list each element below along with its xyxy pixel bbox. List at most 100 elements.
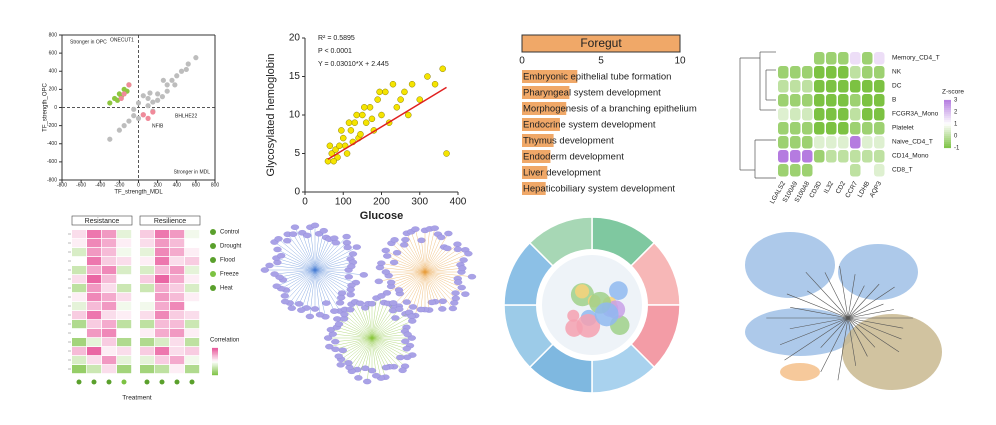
y-tick-label: 15 — [289, 71, 301, 82]
network-node — [453, 241, 462, 248]
clade — [745, 232, 835, 298]
network-edge — [302, 232, 316, 271]
network-edge — [406, 271, 426, 303]
cell — [790, 108, 801, 121]
cell — [155, 347, 170, 356]
cell — [838, 94, 849, 107]
cell — [102, 230, 117, 239]
treatment-icon — [76, 379, 82, 385]
point — [389, 80, 397, 88]
cell — [170, 347, 185, 356]
point — [376, 88, 383, 96]
cell — [874, 136, 885, 149]
network-edge — [404, 244, 426, 273]
cell — [170, 302, 185, 311]
network-edge — [371, 303, 389, 339]
point — [178, 68, 185, 74]
cell — [155, 293, 170, 302]
cell — [185, 356, 200, 365]
cell — [140, 230, 155, 239]
colorbar — [212, 351, 218, 354]
network-node — [383, 253, 392, 259]
network-edge — [274, 269, 316, 275]
x-tick-label: 600 — [192, 182, 201, 188]
network-edge — [314, 242, 337, 271]
point — [131, 106, 137, 112]
y-axis-label: TF_strength_OPC — [43, 82, 49, 131]
cell — [102, 239, 117, 248]
network-node — [394, 287, 404, 293]
network-edge — [398, 271, 426, 307]
cell — [826, 108, 837, 121]
cell — [874, 52, 885, 65]
cell — [72, 284, 87, 293]
network-edge — [424, 264, 461, 273]
network-edge — [337, 318, 373, 339]
colorbar — [944, 131, 951, 135]
network-node — [325, 343, 334, 350]
network-edge — [314, 269, 341, 312]
network-edge — [405, 271, 426, 314]
cell — [185, 293, 200, 302]
tree-branch — [847, 317, 868, 357]
cell — [117, 248, 132, 257]
network-edge — [314, 269, 364, 276]
cell — [102, 266, 117, 275]
network-node — [342, 233, 351, 240]
point — [431, 80, 439, 88]
colorbar — [212, 369, 218, 372]
network-edge — [293, 234, 316, 271]
tree-branch — [847, 317, 876, 348]
network-edge — [424, 271, 436, 302]
network-node — [280, 293, 289, 299]
cell — [140, 356, 155, 365]
network-node — [354, 375, 363, 381]
network-node — [346, 291, 355, 298]
cell — [170, 320, 185, 329]
tree-branch — [839, 266, 849, 319]
point — [334, 154, 341, 161]
bar — [522, 134, 554, 147]
colorbar — [212, 362, 218, 365]
point — [145, 103, 151, 109]
cell — [102, 311, 117, 320]
network-edge — [332, 333, 373, 339]
point — [393, 104, 401, 111]
colorbar — [212, 355, 218, 358]
network-edge — [277, 249, 316, 271]
cell — [87, 293, 102, 302]
cell — [862, 150, 873, 163]
network-edge — [284, 269, 316, 296]
cell — [814, 150, 825, 163]
cell — [850, 150, 861, 163]
network-node — [315, 311, 325, 318]
network-node — [280, 298, 290, 305]
network-node — [427, 299, 436, 306]
network-edge — [307, 235, 316, 271]
cell — [102, 338, 117, 347]
colorbar — [212, 350, 218, 353]
colorbar — [944, 123, 951, 127]
treatment-icon — [159, 379, 165, 385]
network-edge — [329, 337, 373, 347]
bar-label: Endoderm development — [523, 152, 624, 163]
network-edge — [278, 238, 316, 271]
x-tick-label: 100 — [335, 197, 352, 208]
cell — [802, 150, 813, 163]
cell — [850, 122, 861, 135]
network-node — [461, 291, 470, 297]
cell — [117, 266, 132, 275]
tree-branch — [784, 317, 849, 361]
network-edge — [371, 337, 406, 367]
colorbar-title: Correlation — [210, 338, 239, 344]
network-node — [265, 262, 274, 269]
network-edge — [371, 316, 412, 339]
colorbar — [944, 119, 951, 123]
title-box — [521, 34, 681, 53]
y-tick-label: 20 — [289, 33, 301, 44]
legend-icon — [210, 243, 216, 249]
cell — [802, 164, 813, 177]
cell — [790, 150, 801, 163]
cell — [117, 257, 132, 266]
cell — [72, 347, 87, 356]
